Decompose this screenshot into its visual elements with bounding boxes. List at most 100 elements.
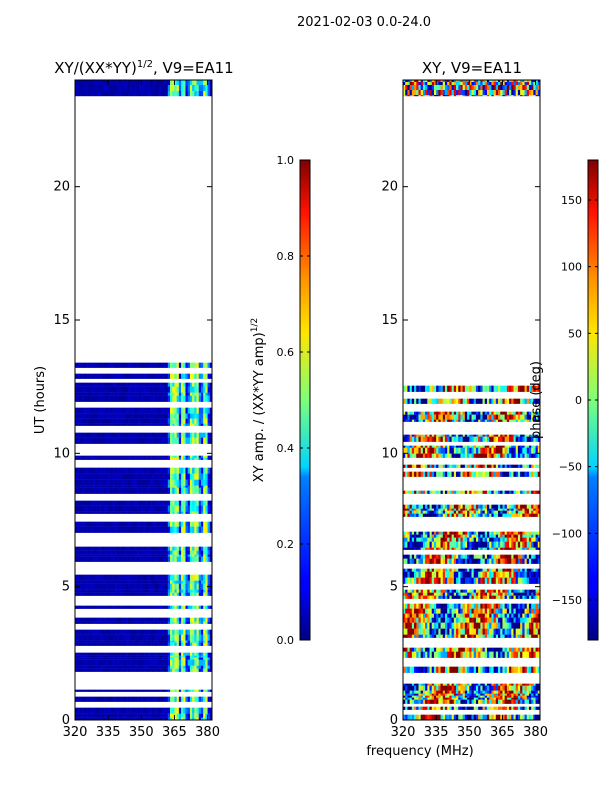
heatmap-cell [158, 362, 162, 368]
heatmap-cell [105, 457, 109, 460]
heatmap-cell [163, 500, 166, 506]
heatmap-cell [94, 386, 98, 393]
heatmap-cell [92, 617, 96, 622]
heatmap-cell [154, 717, 158, 720]
heatmap-cell [411, 434, 415, 437]
heatmap-cell [86, 473, 89, 480]
heatmap-cell [90, 556, 94, 562]
heatmap-cell [108, 432, 111, 438]
heatmap-cell [123, 629, 127, 635]
heatmap-cell [205, 500, 208, 506]
heatmap-cell [143, 659, 147, 666]
heatmap-cell [207, 85, 211, 92]
heatmap-cell [416, 436, 419, 442]
heatmap-cell [187, 407, 191, 414]
heatmap-cell [123, 392, 127, 396]
heatmap-cell [167, 511, 171, 514]
heatmap-cell [451, 547, 455, 550]
heatmap-cell [158, 407, 162, 414]
heatmap-cell [489, 513, 492, 517]
heatmap-cell [187, 550, 191, 555]
heatmap-cell [522, 464, 525, 468]
heatmap-cell [526, 447, 530, 454]
heatmap-cell [143, 479, 147, 486]
heatmap-cell [196, 665, 200, 669]
heatmap-cell [192, 395, 195, 402]
heatmap-cell [165, 717, 169, 720]
heatmap-cell [192, 373, 195, 379]
heatmap-cell [513, 398, 517, 404]
heatmap-cell [489, 531, 492, 535]
heatmap-cell [189, 659, 193, 666]
heatmap-cell [125, 91, 129, 97]
heatmap-cell [156, 707, 160, 714]
heatmap-cell [125, 418, 129, 424]
heatmap-cell [513, 411, 517, 415]
heatmap-cell [174, 629, 178, 635]
heatmap-cell [185, 621, 189, 624]
heatmap-cell [152, 432, 155, 438]
heatmap-cell [165, 713, 169, 718]
heatmap-cell [491, 541, 494, 548]
heatmap-cell [139, 696, 142, 702]
heatmap-cell [141, 467, 144, 474]
heatmap-cell [513, 534, 517, 538]
heatmap-cell [498, 554, 501, 559]
heatmap-cell [462, 434, 466, 437]
heatmap-cell [154, 418, 158, 424]
heatmap-cell [511, 471, 514, 477]
heatmap-cell [429, 398, 433, 404]
heatmap-cell [105, 652, 109, 656]
heatmap-cell [114, 589, 118, 593]
heatmap-cell [75, 605, 78, 609]
heatmap-cell [174, 386, 178, 393]
heatmap-cell [110, 373, 113, 379]
heatmap-cell [196, 580, 200, 584]
heatmap-cell [167, 668, 171, 672]
heatmap-cell [418, 471, 422, 477]
heatmap-cell [405, 411, 408, 415]
heatmap-cell [132, 362, 136, 368]
heatmap-cell [83, 473, 87, 480]
heatmap-cell [495, 554, 499, 559]
heatmap-cell [79, 717, 83, 720]
heatmap-cell [145, 395, 149, 402]
heatmap-cell [172, 373, 175, 379]
heatmap-cell [189, 386, 193, 393]
heatmap-cell [207, 80, 211, 86]
heatmap-cell [522, 558, 525, 564]
heatmap-cell [480, 541, 483, 548]
heatmap-cell [420, 513, 424, 517]
heatmap-cell [130, 455, 133, 458]
heatmap-cell [101, 467, 105, 474]
heatmap-cell [531, 534, 534, 538]
heatmap-cell [145, 521, 149, 527]
heatmap-cell [420, 508, 424, 511]
heatmap-cell [128, 629, 131, 635]
heatmap-cell [447, 547, 450, 550]
heatmap-cell [125, 85, 129, 92]
heatmap-cell [165, 432, 169, 438]
heatmap-cell [517, 558, 521, 564]
heatmap-cell [189, 717, 193, 720]
heatmap-cell [189, 640, 193, 643]
heatmap-cell [99, 655, 102, 658]
heatmap-cell [418, 537, 422, 542]
heatmap-cell [416, 411, 419, 415]
heatmap-cell [97, 592, 100, 596]
heatmap-cell [143, 617, 147, 622]
heatmap-cell [185, 392, 189, 396]
heatmap-cell [475, 510, 479, 514]
heatmap-cell [134, 652, 138, 656]
heatmap-cell [194, 511, 197, 514]
heatmap-cell [185, 85, 189, 92]
heatmap-cell [128, 500, 131, 506]
heatmap-cell [433, 541, 437, 548]
heatmap-cell [449, 510, 453, 514]
heatmap-cell [112, 455, 116, 458]
heatmap-cell [119, 689, 122, 692]
heatmap-cell [174, 395, 178, 402]
heatmap-cell [471, 414, 475, 420]
heatmap-cell [90, 580, 94, 584]
heatmap-cell [444, 436, 448, 442]
